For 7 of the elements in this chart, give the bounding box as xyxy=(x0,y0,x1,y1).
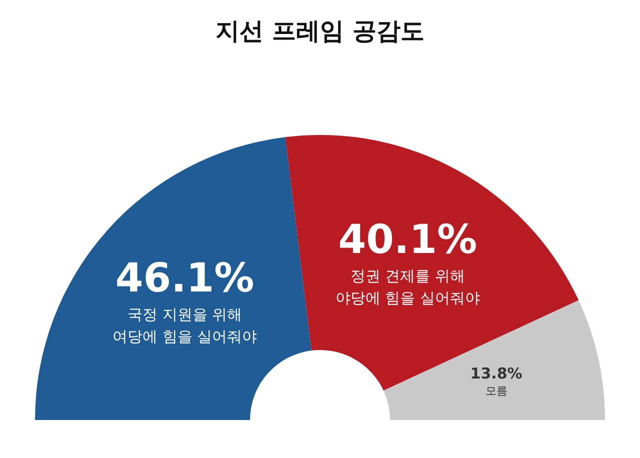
data-label: 13.8% xyxy=(470,364,522,383)
chart-title: 지선 프레임 공감도 xyxy=(216,17,424,45)
data-label: 46.1% xyxy=(115,255,254,302)
data-label: 40.1% xyxy=(338,217,478,264)
slice-label: 모름 xyxy=(485,384,508,398)
slice-label: 국정 지원을 위해 여당에 힘을 실어줘야 xyxy=(112,305,258,346)
slice-label: 정권 견제를 위해 야당에 힘을 실어줘야 xyxy=(335,267,480,308)
